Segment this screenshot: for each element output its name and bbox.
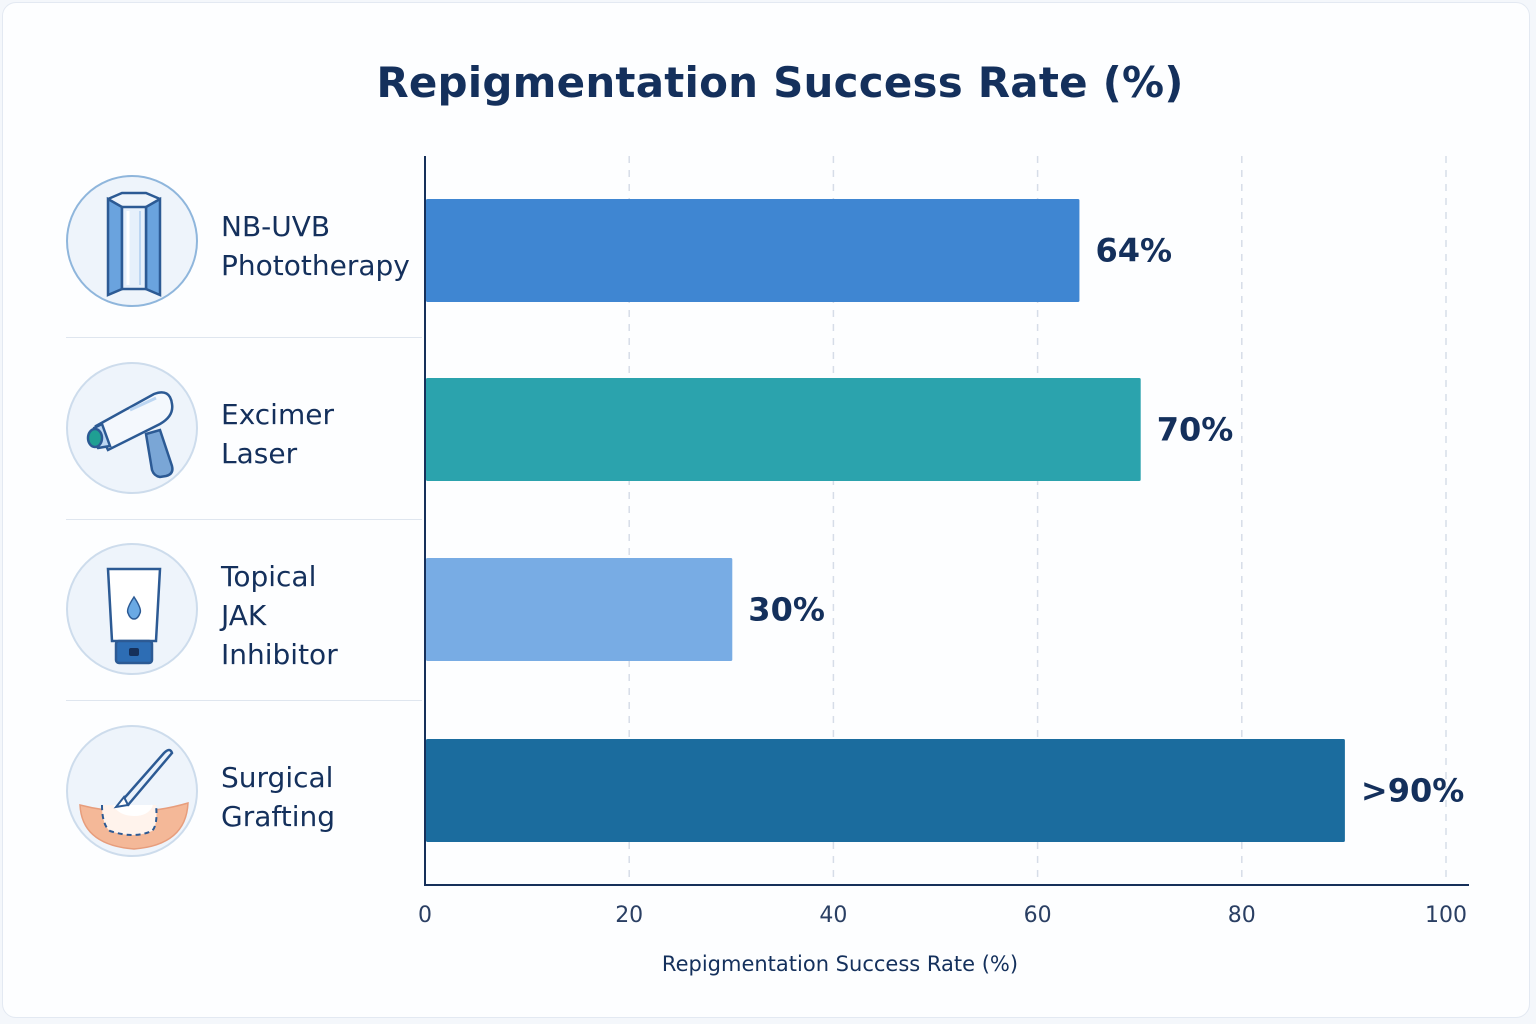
x-tick-label: 20 (615, 903, 643, 928)
x-tick-labels: 0 20 40 60 80 100 (418, 903, 1467, 928)
scalpel-graft-icon (66, 725, 198, 857)
value-label-1: 70% (1157, 411, 1234, 449)
x-tick-label: 40 (819, 903, 847, 928)
value-labels: 64% 70% 30% >90% (748, 232, 1464, 810)
bar-3 (426, 739, 1345, 842)
category-label-nbuvb: NB-UVB Phototherapy (221, 210, 410, 282)
bars (426, 199, 1345, 842)
row-divider (66, 700, 422, 701)
light-panel-icon (66, 175, 198, 307)
value-label-2: 30% (748, 591, 825, 629)
laser-handpiece-icon (66, 362, 198, 494)
cream-tube-icon (66, 543, 198, 675)
category-label-topical-jak: Topical JAK Inhibitor (221, 560, 338, 671)
x-tick-label: 0 (418, 903, 432, 928)
bar-2 (426, 558, 733, 661)
x-tick-label: 60 (1024, 903, 1052, 928)
row-divider (66, 519, 422, 520)
bar-0 (426, 199, 1080, 302)
category-label-surgical: Surgical Grafting (221, 761, 336, 833)
category-label-excimer: Excimer Laser (221, 398, 334, 470)
x-tick-label: 80 (1228, 903, 1256, 928)
value-label-3: >90% (1361, 772, 1464, 810)
bar-1 (426, 378, 1141, 481)
value-label-0: 64% (1095, 232, 1172, 270)
x-axis-title: Repigmentation Success Rate (%) (662, 952, 1018, 976)
x-tick-label: 100 (1425, 903, 1467, 928)
row-divider (66, 337, 422, 338)
chart-title: Repigmentation Success Rate (%) (376, 58, 1184, 107)
